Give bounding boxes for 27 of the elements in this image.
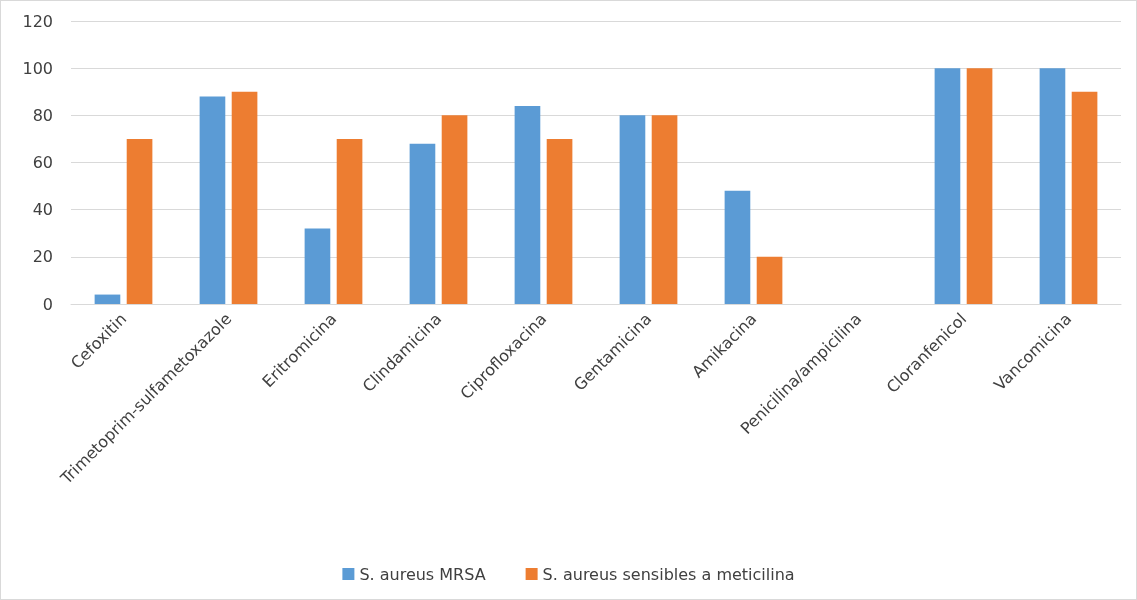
y-tick-label: 60 bbox=[32, 153, 53, 172]
bar bbox=[199, 96, 226, 304]
legend-label: S. aureus sensibles a meticilina bbox=[542, 564, 795, 584]
bar bbox=[1039, 68, 1066, 304]
y-tick-label: 40 bbox=[32, 200, 53, 220]
bar bbox=[1071, 91, 1098, 304]
bar bbox=[441, 115, 468, 304]
bar bbox=[756, 256, 783, 304]
bar bbox=[966, 68, 993, 304]
bar bbox=[724, 190, 751, 304]
bar bbox=[231, 91, 258, 304]
legend-label: S. aureus MRSA bbox=[359, 564, 486, 584]
bar bbox=[304, 228, 331, 304]
y-tick-label: 20 bbox=[32, 247, 53, 267]
bar bbox=[336, 138, 363, 304]
bar bbox=[514, 105, 541, 304]
bar bbox=[546, 138, 573, 304]
bar bbox=[651, 115, 678, 304]
y-tick-label: 0 bbox=[42, 294, 53, 314]
y-tick-label: 100 bbox=[22, 58, 53, 78]
bar bbox=[619, 115, 646, 304]
y-tick-label: 120 bbox=[22, 11, 53, 31]
bar bbox=[126, 138, 153, 304]
bar bbox=[409, 143, 436, 304]
bar bbox=[934, 68, 961, 304]
bar bbox=[94, 294, 121, 304]
y-tick-label: 80 bbox=[32, 105, 53, 125]
